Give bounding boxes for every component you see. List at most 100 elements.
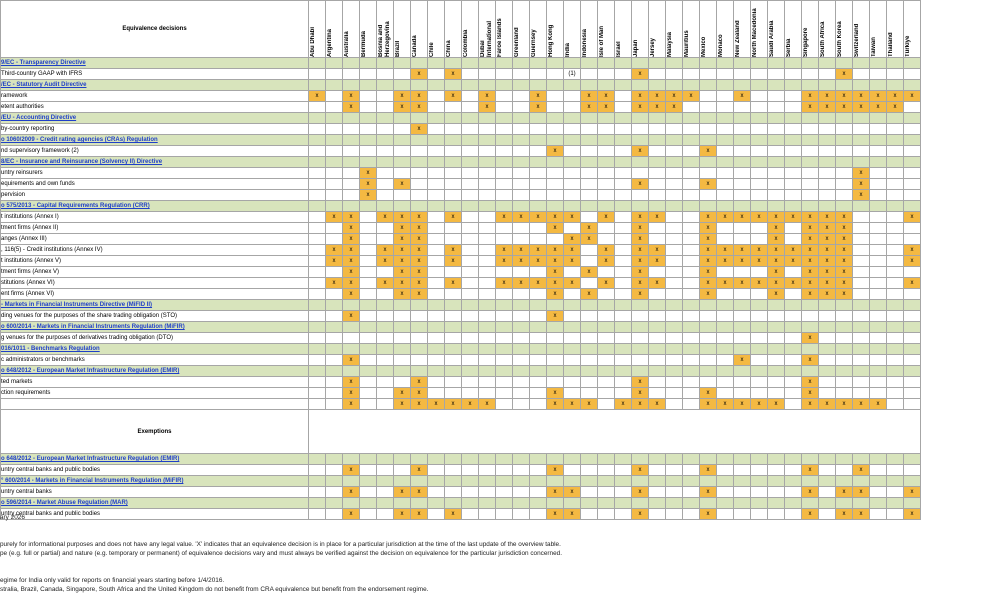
empty-cell (546, 68, 564, 80)
section-link[interactable]: 8/EC - Insurance and Reinsurance (Solven… (0, 156, 309, 168)
section-cell (818, 497, 836, 509)
empty-cell (427, 310, 445, 322)
section-cell (614, 365, 632, 377)
equivalence-mark: x (801, 387, 819, 399)
equivalence-mark: x (733, 354, 751, 366)
empty-cell (359, 464, 377, 476)
section-link[interactable]: o 600/2014 - Markets in Financial Instru… (0, 321, 309, 333)
section-cell (546, 497, 564, 509)
section-cell (495, 112, 513, 124)
section-cell (733, 57, 751, 69)
section-link[interactable]: 016/1011 - Benchmarks Regulation (0, 343, 309, 355)
section-link[interactable]: o 596/2014 - Market Abuse Regulation (MA… (0, 497, 309, 509)
empty-cell (665, 178, 683, 190)
equivalence-mark: x (801, 376, 819, 388)
empty-cell (665, 277, 683, 289)
section-cell (869, 112, 887, 124)
section-cell (631, 112, 649, 124)
section-link[interactable]: 9/EC - Transparency Directive (0, 57, 309, 69)
empty-cell (869, 222, 887, 234)
empty-cell (461, 90, 479, 102)
section-cell (563, 299, 581, 311)
empty-cell (461, 288, 479, 300)
empty-cell (631, 354, 649, 366)
empty-cell (869, 167, 887, 179)
equivalence-mark: x (784, 211, 802, 223)
empty-cell (869, 244, 887, 256)
section-link[interactable]: o 648/2012 - European Market Infrastruct… (0, 365, 309, 377)
empty-cell (682, 233, 700, 245)
section-link[interactable]: - Markets in Financial Instruments Direc… (0, 299, 309, 311)
empty-cell (835, 310, 853, 322)
section-cell (784, 57, 802, 69)
empty-cell (767, 332, 785, 344)
empty-cell (716, 167, 734, 179)
equivalence-mark: x (835, 222, 853, 234)
section-cell (699, 299, 717, 311)
section-link[interactable]: /EU - Accounting Directive (0, 112, 309, 124)
equivalence-mark: x (648, 255, 666, 267)
equivalence-mark: x (767, 222, 785, 234)
empty-cell (648, 233, 666, 245)
section-cell (427, 79, 445, 91)
section-cell (597, 112, 615, 124)
empty-cell (376, 123, 394, 135)
equivalence-mark: x (342, 310, 360, 322)
section-cell (852, 343, 870, 355)
jurisdiction-name: New Zealand (735, 20, 741, 57)
section-cell (359, 475, 377, 487)
section-cell (410, 453, 428, 465)
section-cell (410, 57, 428, 69)
section-cell (767, 453, 785, 465)
equivalence-mark: x (835, 255, 853, 267)
empty-cell (495, 90, 513, 102)
empty-cell (563, 178, 581, 190)
equivalence-mark: x (631, 288, 649, 300)
section-cell (410, 112, 428, 124)
empty-cell (461, 387, 479, 399)
empty-cell (546, 332, 564, 344)
section-link[interactable]: o 648/2012 - European Market Infrastruct… (0, 453, 309, 465)
jurisdiction-name: China (446, 40, 452, 57)
section-cell (750, 343, 768, 355)
empty-cell (818, 354, 836, 366)
empty-cell (512, 189, 530, 201)
empty-cell (580, 277, 598, 289)
section-link[interactable]: o 1060/2009 - Credit rating agencies (CR… (0, 134, 309, 146)
section-cell (801, 321, 819, 333)
empty-cell (308, 332, 326, 344)
empty-cell (614, 178, 632, 190)
section-link[interactable]: /EC - Statutory Audit Directive (0, 79, 309, 91)
empty-cell (784, 376, 802, 388)
equivalence-mark: x (410, 398, 428, 410)
equivalence-mark: x (546, 288, 564, 300)
section-link[interactable]: ° 600/2014 - Markets in Financial Instru… (0, 475, 309, 487)
empty-cell (835, 167, 853, 179)
empty-cell (699, 354, 717, 366)
section-cell (461, 79, 479, 91)
section-cell (427, 475, 445, 487)
section-cell (750, 365, 768, 377)
equivalence-mark: x (631, 398, 649, 410)
section-cell (903, 497, 921, 509)
section-cell (325, 200, 343, 212)
section-cell (835, 475, 853, 487)
equivalence-mark: x (546, 310, 564, 322)
empty-cell (495, 288, 513, 300)
empty-cell (648, 145, 666, 157)
equivalence-mark: x (852, 90, 870, 102)
section-cell (614, 112, 632, 124)
empty-cell (733, 266, 751, 278)
empty-cell (359, 68, 377, 80)
empty-cell (478, 310, 496, 322)
jurisdiction-header: Colombia (461, 0, 479, 58)
section-cell (325, 134, 343, 146)
section-link[interactable]: o 575/2013 - Capital Requirements Regula… (0, 200, 309, 212)
empty-cell (716, 387, 734, 399)
section-cell (784, 321, 802, 333)
empty-cell (818, 387, 836, 399)
section-cell (750, 156, 768, 168)
jurisdiction-header: Thailand (886, 0, 904, 58)
section-cell (359, 343, 377, 355)
section-cell (325, 497, 343, 509)
